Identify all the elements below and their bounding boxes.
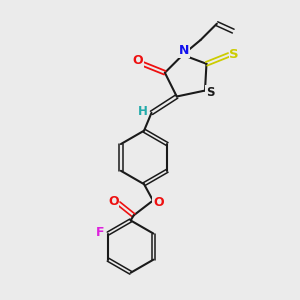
Text: O: O xyxy=(133,54,143,67)
Text: S: S xyxy=(229,48,239,62)
Text: S: S xyxy=(206,85,214,98)
Text: O: O xyxy=(108,195,119,208)
Text: O: O xyxy=(153,196,164,208)
Text: F: F xyxy=(96,226,105,238)
Text: N: N xyxy=(179,44,189,57)
Text: H: H xyxy=(138,105,148,118)
